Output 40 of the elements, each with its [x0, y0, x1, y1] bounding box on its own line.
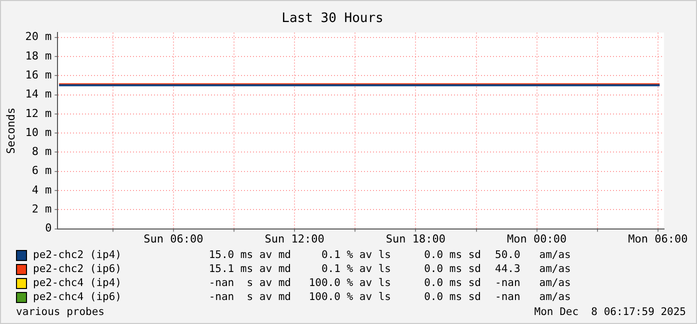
y-tick-label: 20 m [25, 30, 52, 44]
text: 0.0 ms sd [423, 262, 481, 276]
legend-label: pe2-chc2 (ip4) [33, 248, 123, 262]
text: 44.3 am/as [494, 262, 572, 276]
text: 15.1 ms av md [208, 262, 291, 276]
text: 100.0 % av ls [308, 276, 391, 290]
x-tick-label: Sun 06:00 [144, 232, 204, 246]
x-tick-label: Sun 18:00 [386, 232, 446, 246]
text: 15.0 ms av md [208, 248, 291, 262]
text: Mon Dec 8 06:17:59 2025 [534, 306, 686, 318]
chart-title: Last 30 Hours [282, 11, 384, 26]
text: 0.1 % av ls [320, 248, 391, 262]
text: 0.0 ms sd [423, 290, 481, 304]
legend-label: pe2-chc4 (ip6) [33, 290, 123, 304]
text: -nan am/as [494, 290, 572, 304]
text: 50.0 am/as [494, 248, 572, 262]
x-tick-label: Sun 12:00 [264, 232, 324, 246]
y-tick-label: 6 m [32, 164, 52, 178]
y-tick-label: 0 [45, 222, 52, 235]
x-tick-label: Mon 06:00 [628, 232, 688, 246]
y-axis-title: Seconds [4, 108, 18, 154]
text: 0.1 % av ls [320, 262, 391, 276]
text: -nan s av md [208, 276, 291, 290]
text: various probes [16, 306, 105, 318]
text: 0.0 ms sd [423, 276, 481, 290]
y-tick-label: 12 m [25, 106, 52, 120]
y-tick-label: 16 m [25, 68, 52, 82]
y-tick-label: 14 m [25, 88, 52, 101]
legend-label: pe2-chc4 (ip4) [33, 276, 123, 290]
text: 100.0 % av ls [308, 290, 391, 304]
y-tick-label: 2 m [32, 202, 52, 216]
y-tick-label: 8 m [32, 145, 52, 158]
y-tick-label: 10 m [25, 126, 52, 139]
legend-label: pe2-chc2 (ip6) [33, 262, 123, 276]
text: -nan am/as [494, 276, 572, 290]
text: 0.0 ms sd [423, 248, 481, 262]
text: -nan s av md [208, 290, 291, 304]
x-tick-label: Mon 00:00 [507, 232, 567, 246]
y-tick-label: 4 m [32, 183, 52, 196]
y-tick-label: 18 m [25, 49, 52, 62]
